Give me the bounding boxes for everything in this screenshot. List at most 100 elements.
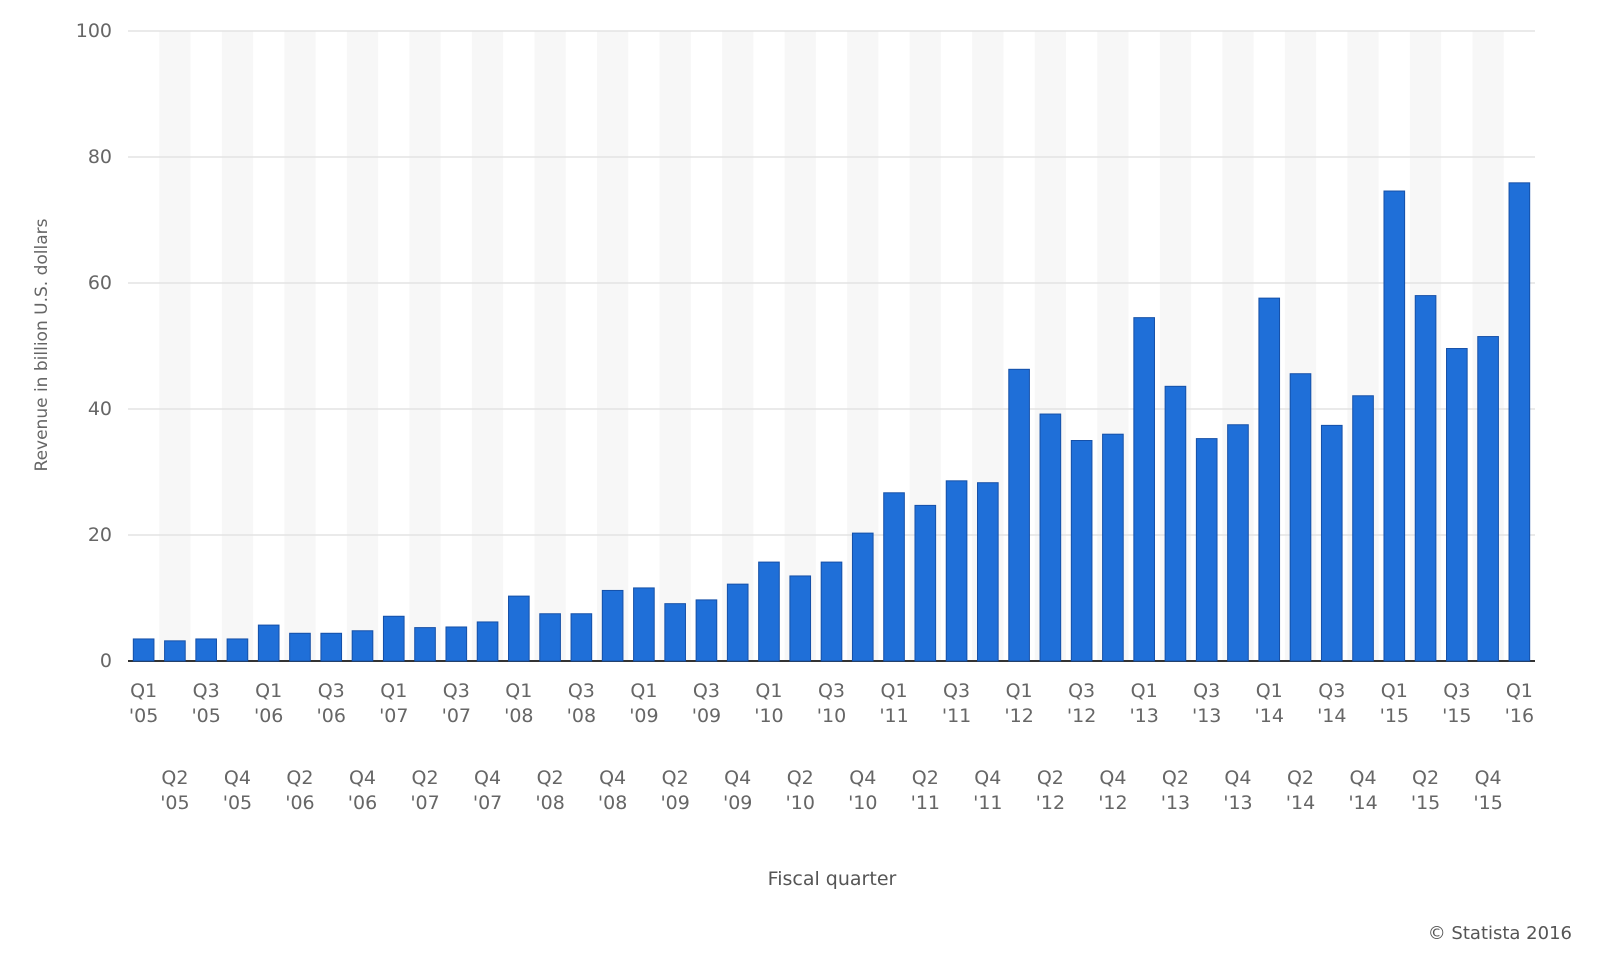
x-tick-label: Q2'05 xyxy=(160,767,190,814)
x-tick-label: Q4'05 xyxy=(222,767,253,814)
bar xyxy=(1383,190,1406,662)
bar xyxy=(226,638,249,662)
bar xyxy=(1414,295,1437,662)
x-tick-label: Q1'11 xyxy=(879,680,909,727)
bar xyxy=(195,638,217,662)
bar xyxy=(1164,385,1187,662)
x-tick-label: Q1'13 xyxy=(1129,680,1159,727)
x-tick-label: Q3'08 xyxy=(566,680,597,727)
x-tick-label: Q1'14 xyxy=(1254,680,1284,727)
x-tick-label: Q3'14 xyxy=(1317,680,1347,727)
bar xyxy=(414,627,436,662)
bar xyxy=(164,640,186,662)
bar xyxy=(758,561,780,662)
bar xyxy=(289,632,311,662)
bar xyxy=(539,613,561,662)
bar xyxy=(445,626,468,662)
y-tick-label: 100 xyxy=(75,20,112,42)
bar xyxy=(914,504,937,662)
x-tick-label: Q4'08 xyxy=(597,767,628,814)
bar xyxy=(1258,297,1281,662)
bar xyxy=(1289,373,1312,662)
x-tick-label: Q3'12 xyxy=(1066,680,1097,727)
bar xyxy=(977,482,999,662)
x-tick-label: Q1'08 xyxy=(504,680,534,727)
x-axis-label: Fiscal quarter xyxy=(767,868,897,890)
x-tick-label: Q1'10 xyxy=(754,680,784,727)
bar xyxy=(570,613,593,662)
x-tick-label: Q2'08 xyxy=(535,767,565,814)
bar xyxy=(633,587,655,662)
x-tick-label: Q2'07 xyxy=(410,767,440,814)
x-tick-label: Q2'06 xyxy=(285,767,315,814)
x-tick-label: Q4'07 xyxy=(472,767,503,814)
x-tick-label: Q1'09 xyxy=(629,680,659,727)
bar xyxy=(1133,317,1155,662)
x-tick-label: Q4'13 xyxy=(1223,767,1253,814)
x-tick-label: Q2'14 xyxy=(1285,767,1316,814)
x-tick-label: Q4'10 xyxy=(848,767,878,814)
bar xyxy=(1195,438,1218,662)
bar xyxy=(601,589,624,662)
x-tick-label: Q1'12 xyxy=(1004,680,1034,727)
bar xyxy=(351,630,374,662)
bar xyxy=(132,638,155,662)
bar xyxy=(1320,424,1343,662)
bar xyxy=(1039,413,1062,662)
x-tick-label: Q4'06 xyxy=(347,767,378,814)
bar xyxy=(1508,182,1531,662)
y-tick-label: 60 xyxy=(87,272,112,294)
bar xyxy=(945,480,968,662)
y-axis-label: Revenue in billion U.S. dollars xyxy=(32,218,52,472)
bar xyxy=(1477,336,1499,662)
bar xyxy=(726,583,749,662)
x-tick-label: Q4'11 xyxy=(973,767,1003,814)
y-tick-label: 20 xyxy=(87,524,112,546)
x-tick-label: Q3'10 xyxy=(816,680,847,727)
bar xyxy=(1102,433,1124,662)
x-tick-label: Q1'05 xyxy=(128,680,159,727)
x-tick-label: Q3'06 xyxy=(316,680,346,727)
x-tick-label: Q4'15 xyxy=(1473,767,1503,814)
y-tick-label: 0 xyxy=(99,650,112,672)
x-tick-label: Q3'15 xyxy=(1442,680,1472,727)
x-tick-label: Q2'15 xyxy=(1410,767,1441,814)
bar xyxy=(851,532,874,662)
x-tick-label: Q1'06 xyxy=(253,680,284,727)
x-tick-label: Q3'13 xyxy=(1191,680,1222,727)
x-tick-label: Q4'12 xyxy=(1098,767,1128,814)
bar xyxy=(695,599,718,662)
bar xyxy=(789,575,812,662)
x-tick-label: Q3'09 xyxy=(691,680,722,727)
x-tick-label: Q1'07 xyxy=(379,680,409,727)
bar xyxy=(883,492,905,662)
x-tick-label: Q3'11 xyxy=(941,680,972,727)
bar xyxy=(1008,368,1030,662)
bar xyxy=(1070,440,1093,662)
source-credit: © Statista 2016 xyxy=(1427,923,1572,944)
x-tick-label: Q4'14 xyxy=(1348,767,1378,814)
bar xyxy=(382,615,405,662)
x-tick-label: Q1'15 xyxy=(1379,680,1409,727)
x-tick-label: Q3'05 xyxy=(191,680,221,727)
x-tick-label: Q3'07 xyxy=(441,680,471,727)
y-tick-label: 80 xyxy=(87,146,112,168)
y-tick-label: 40 xyxy=(87,398,112,420)
bar xyxy=(476,621,499,662)
bar xyxy=(257,624,280,662)
bar xyxy=(1352,395,1374,662)
x-tick-label: Q4'09 xyxy=(722,767,753,814)
x-tick-label: Q2'10 xyxy=(785,767,815,814)
bar xyxy=(820,561,843,662)
x-tick-label: Q2'11 xyxy=(910,767,940,814)
bar xyxy=(1227,424,1249,662)
bar xyxy=(664,603,686,662)
x-tick-label: Q2'09 xyxy=(660,767,690,814)
x-tick-label: Q2'13 xyxy=(1160,767,1191,814)
x-tick-label: Q2'12 xyxy=(1035,767,1066,814)
bar xyxy=(508,595,530,662)
bar xyxy=(1446,348,1468,662)
bar xyxy=(320,632,343,662)
